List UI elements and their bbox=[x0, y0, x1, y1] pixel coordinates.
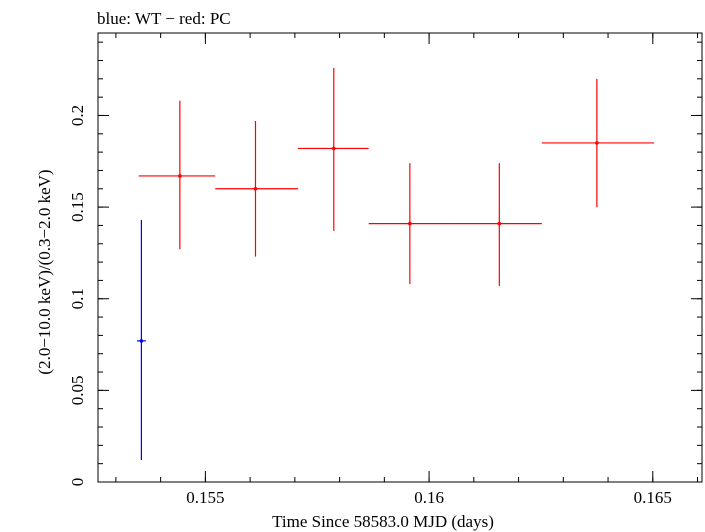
point-marker bbox=[253, 186, 258, 191]
series-pc bbox=[138, 67, 655, 286]
plot-frame bbox=[97, 32, 703, 483]
data-point-pc bbox=[215, 120, 298, 257]
y-tick-label: 0.1 bbox=[68, 288, 87, 309]
data-point-pc bbox=[297, 67, 369, 231]
chart-title: blue: WT − red: PC bbox=[97, 9, 231, 28]
tick-layer bbox=[98, 33, 702, 483]
point-marker bbox=[595, 141, 599, 145]
point-marker bbox=[497, 221, 502, 226]
tick-label-layer: 0.155 0.16 0.165 0 0.05 0.1 0.15 0.2 bbox=[68, 105, 672, 507]
point-marker bbox=[408, 221, 412, 226]
point-marker bbox=[178, 174, 182, 178]
x-tick-label: 0.16 bbox=[414, 488, 444, 507]
data-point-pc bbox=[138, 100, 216, 250]
data-layer bbox=[136, 67, 655, 461]
series-wt bbox=[136, 219, 146, 461]
point-marker bbox=[331, 146, 336, 151]
data-point-pc bbox=[368, 163, 456, 285]
data-point-wt bbox=[136, 219, 146, 461]
y-tick-label: 0.15 bbox=[68, 192, 87, 222]
y-axis-label: (2.0−10.0 keV)/(0.3−2.0 keV) bbox=[35, 169, 54, 374]
y-tick-label: 0.2 bbox=[68, 105, 87, 126]
y-tick-label: 0.05 bbox=[68, 375, 87, 405]
x-tick-label: 0.165 bbox=[634, 488, 672, 507]
point-marker bbox=[139, 339, 144, 343]
x-tick-label: 0.155 bbox=[186, 488, 224, 507]
data-point-pc bbox=[455, 163, 542, 286]
data-point-pc bbox=[541, 78, 655, 208]
x-axis-label: Time Since 58583.0 MJD (days) bbox=[272, 512, 494, 531]
y-tick-label: 0 bbox=[68, 478, 87, 487]
